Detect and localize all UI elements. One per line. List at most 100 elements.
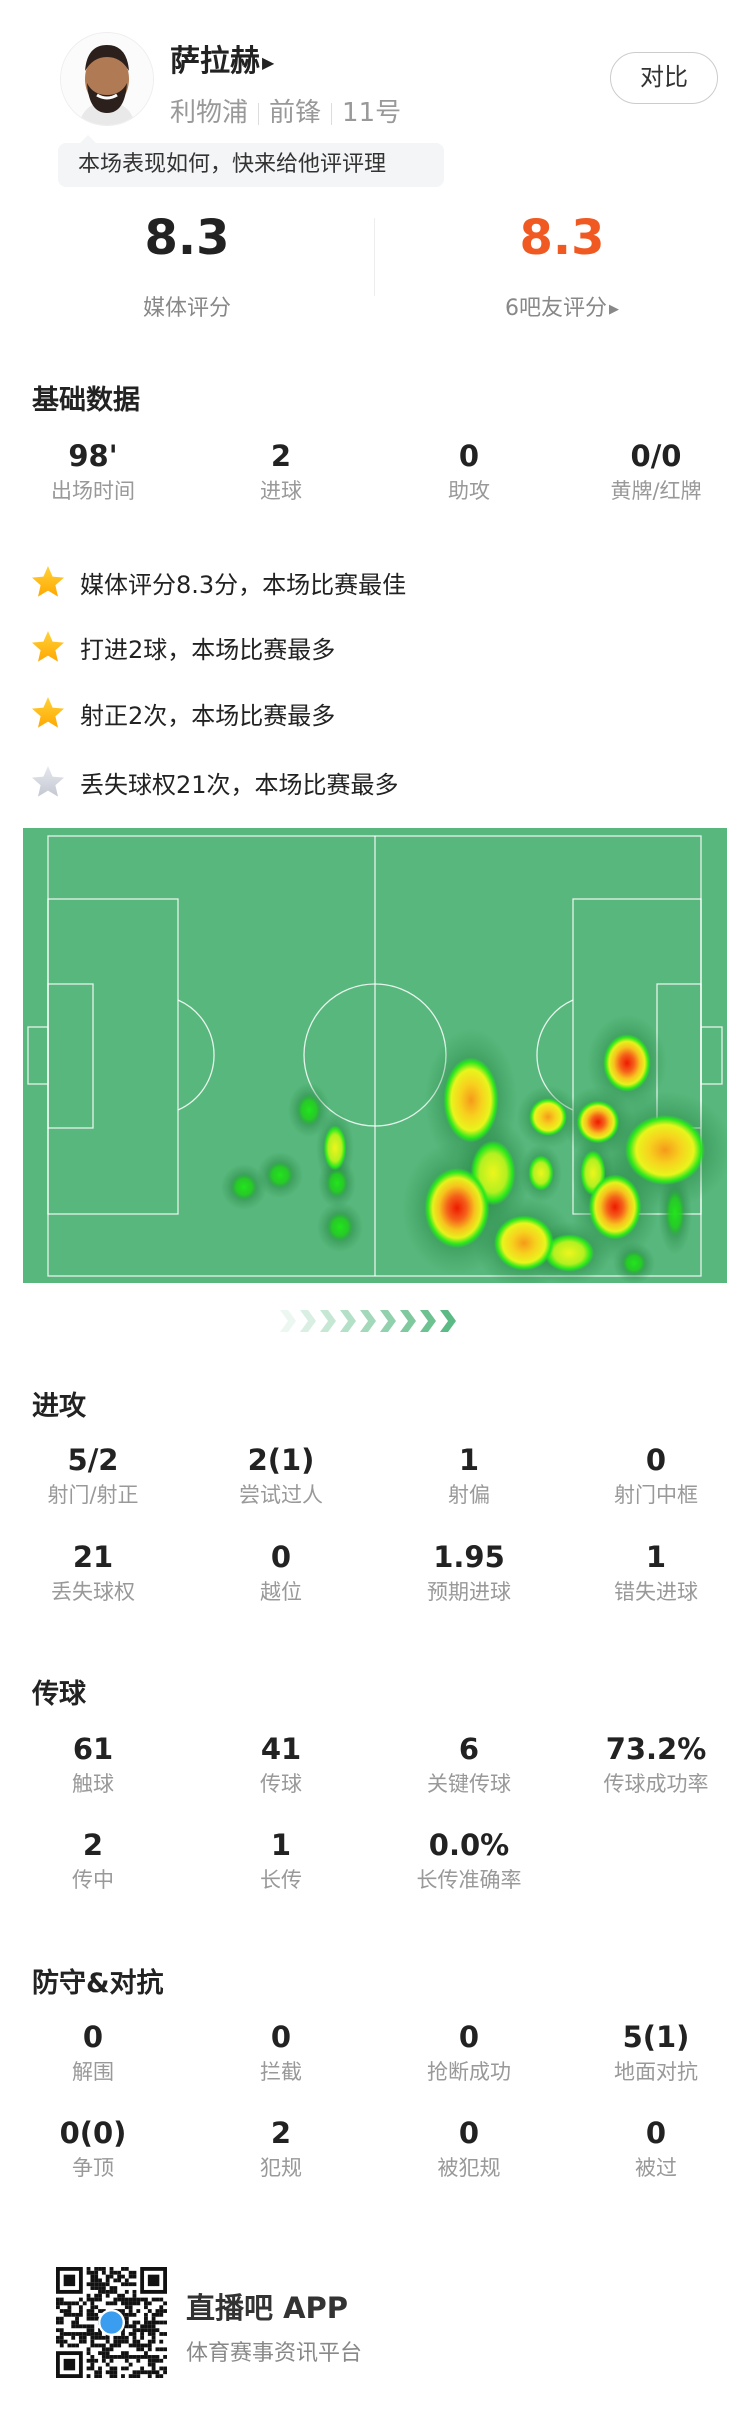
passing-stat: 41 传球 (187, 1732, 375, 1797)
stat-label: 丢失球权 (51, 1580, 135, 1604)
basic-stat: 0 助攻 (375, 439, 563, 504)
fan-rating-link[interactable]: 6吧友评分 ▶ (437, 290, 687, 322)
qr-code-icon[interactable] (56, 2267, 167, 2378)
stat-label: 射门中框 (614, 1483, 698, 1507)
stat-label: 出场时间 (51, 479, 135, 503)
highlight-item: 打进2球，本场比赛最多 (30, 629, 335, 665)
stat-label: 解围 (72, 2060, 114, 2084)
stat-label: 助攻 (448, 479, 490, 503)
attack-stat: 0 射门中框 (562, 1443, 750, 1508)
chevron-icon (300, 1310, 316, 1332)
stat-value: 0 (458, 2116, 480, 2150)
defense-stat: 0 被过 (562, 2116, 750, 2181)
passing-stat: 73.2% 传球成功率 (562, 1732, 750, 1797)
stat-label: 抢断成功 (427, 2060, 511, 2084)
passing-stat: 61 触球 (0, 1732, 187, 1797)
heat-spot (326, 1212, 354, 1242)
stat-value: 0.0% (428, 1828, 510, 1862)
heat-spot (576, 1100, 620, 1144)
player-avatar[interactable] (60, 32, 154, 126)
stat-value: 1.95 (433, 1540, 505, 1574)
stat-label: 传中 (72, 1868, 114, 1892)
chevron-icon (440, 1310, 456, 1332)
passing-section-title: 传球 (32, 1679, 86, 1710)
attack-stat: 2(1) 尝试过人 (187, 1443, 375, 1508)
chevron-icon (400, 1310, 416, 1332)
fan-rating-value: 8.3 (519, 210, 605, 266)
gold-star-icon (32, 566, 64, 597)
stat-label: 被犯规 (437, 2156, 501, 2180)
defense-stat: 0(0) 争顶 (0, 2116, 187, 2181)
attack-stat: 0 越位 (187, 1540, 375, 1605)
stat-label: 地面对抗 (614, 2060, 698, 2084)
chevron-icon (320, 1310, 336, 1332)
passing-stat: 1 长传 (187, 1828, 375, 1893)
silver-star-icon (32, 766, 64, 797)
stat-label: 黄牌/红牌 (610, 479, 702, 503)
stat-value: 1 (458, 1443, 480, 1477)
heat-spot (230, 1173, 258, 1201)
highlight-item: 媒体评分8.3分，本场比赛最佳 (30, 564, 406, 600)
stat-label: 犯规 (260, 2156, 302, 2180)
stat-value: 21 (72, 1540, 114, 1574)
passing-stat: 2 传中 (0, 1828, 187, 1893)
divider (331, 102, 333, 125)
stat-label: 预期进球 (427, 1580, 511, 1604)
attack-stat: 1.95 预期进球 (375, 1540, 563, 1605)
app-name: 直播吧 APP (186, 2291, 349, 2325)
stat-label: 越位 (260, 1580, 302, 1604)
stat-value: 0 (645, 1443, 667, 1477)
heat-spot (544, 1234, 594, 1272)
heat-spot (665, 1188, 685, 1238)
stat-value: 2 (82, 1828, 104, 1862)
media-rating: 8.3 媒体评分 (62, 210, 312, 322)
chevron-icon (420, 1310, 436, 1332)
defense-stat: 2 犯规 (187, 2116, 375, 2181)
stat-value: 1 (645, 1540, 667, 1574)
defense-section-title: 防守&对抗 (32, 1968, 164, 1999)
heat-spot (625, 1115, 705, 1185)
stat-label: 争顶 (72, 2156, 114, 2180)
stat-label: 射门/射正 (47, 1483, 139, 1507)
heatmap-pitch (23, 828, 727, 1283)
heat-spot (603, 1034, 651, 1092)
compare-button[interactable]: 对比 (610, 52, 718, 104)
app-tagline: 体育赛事资讯平台 (186, 2341, 363, 2366)
chevron-icon (280, 1310, 296, 1332)
passing-stat: 6 关键传球 (375, 1732, 563, 1797)
fan-rating[interactable]: 8.3 6吧友评分 ▶ (437, 210, 687, 322)
caret-right-icon: ▶ (609, 301, 619, 317)
stat-label: 尝试过人 (239, 1483, 323, 1507)
basic-section-title: 基础数据 (32, 385, 140, 416)
stat-label: 传球成功率 (603, 1772, 709, 1796)
heatmap-layer (220, 1014, 727, 1283)
stat-value: 61 (72, 1732, 114, 1766)
stat-value: 2(1) (247, 1443, 315, 1477)
stat-value: 0 (270, 1540, 292, 1574)
stat-value: 0 (270, 2020, 292, 2054)
stat-value: 5(1) (622, 2020, 690, 2054)
player-name-link[interactable]: 萨拉赫 ▶ (170, 36, 274, 80)
player-name: 萨拉赫 (170, 44, 260, 79)
highlight-item: 射正2次，本场比赛最多 (30, 695, 335, 731)
stat-label: 长传 (260, 1868, 302, 1892)
stat-value: 0 (458, 439, 480, 473)
passing-stat: 0.0% 长传准确率 (375, 1828, 563, 1893)
stat-value: 0 (645, 2116, 667, 2150)
stat-value: 0/0 (630, 439, 682, 473)
gold-star-icon (32, 631, 64, 662)
rating-divider (374, 218, 375, 296)
divider (258, 102, 260, 125)
heat-spot (588, 1174, 642, 1240)
heat-spot (443, 1057, 499, 1143)
stat-label: 拦截 (260, 2060, 302, 2084)
rating-prompt[interactable]: 本场表现如何，快来给他评评理 (58, 135, 444, 187)
attack-direction-arrows-icon (280, 1310, 456, 1332)
stat-value: 73.2% (605, 1732, 707, 1766)
defense-stat: 0 抢断成功 (375, 2020, 563, 2085)
highlight-text: 丢失球权21次，本场比赛最多 (80, 770, 399, 799)
player-meta: 利物浦 前锋 11号 (170, 92, 401, 129)
heat-spot (621, 1250, 647, 1276)
basic-stat: 98' 出场时间 (0, 439, 187, 504)
heat-spot (528, 1155, 554, 1191)
